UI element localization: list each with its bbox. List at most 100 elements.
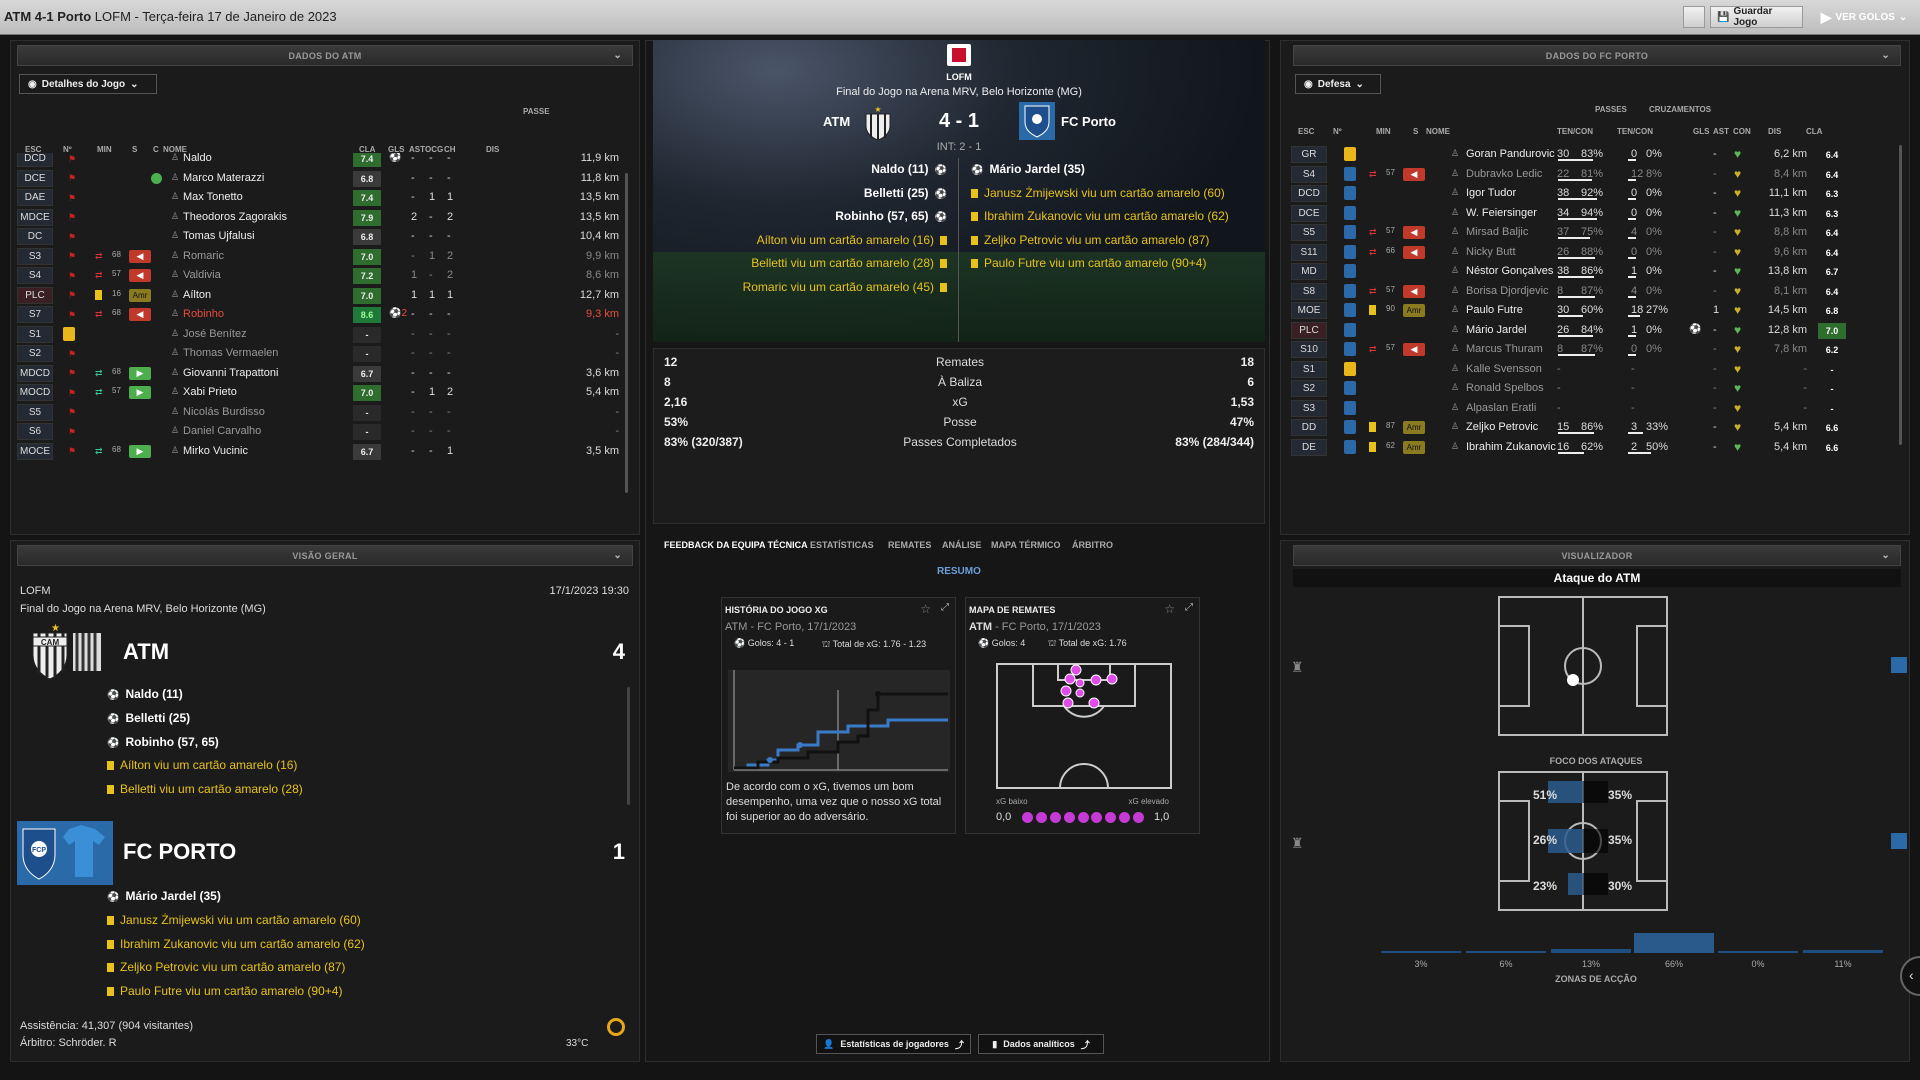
table-row[interactable]: DAE ⚑ ♙ Max Tonetto 7.4 - 1 1 13,5 km <box>11 188 631 208</box>
player-name[interactable]: Borisa Djordjevic <box>1466 284 1549 297</box>
table-row[interactable]: GR ♙ Goran Pandurovic 30 83% 0 0% - ♥ 6,2 km 6.4 <box>1281 145 1905 165</box>
player-name[interactable]: Igor Tudor <box>1466 187 1517 199</box>
player-name[interactable]: Naldo <box>183 153 212 164</box>
table-row[interactable]: MOCE ⚑ ⇄ 68 ▶ ♙ Mirko Vucinic 6.7 - - 1 3,5 km <box>11 442 631 462</box>
table-row[interactable]: MOCD ⚑ ⇄ 57 ▶ ♙ Xabi Prieto 7.0 - 1 2 5,4 km <box>11 383 631 403</box>
col-header-con-9[interactable]: CON <box>1733 127 1751 136</box>
star-icon[interactable]: ☆ <box>920 602 931 616</box>
player-name[interactable]: Néstor Gonçalves <box>1466 265 1554 277</box>
player-stats-button[interactable]: 👤 Estatísticas de jogadores ⤴ <box>816 1034 971 1054</box>
player-name[interactable]: Zeljko Petrovic <box>1466 421 1539 433</box>
tab-3[interactable]: ANÁLISE <box>942 540 982 550</box>
table-row[interactable]: S7 ⚑ ⇄ 68 ◀ ♙ Robinho 8.6 ⚽2- - -9,3 km <box>11 305 631 325</box>
player-name[interactable]: Theodoros Zagorakis <box>183 210 287 223</box>
player-name[interactable]: Giovanni Trapattoni <box>183 366 279 379</box>
col-header-gls[interactable]: GLS <box>388 145 405 154</box>
table-row[interactable]: DD 87 Amr ♙ Zeljko Petrovic 15 86% 3 33% - ♥ 5,4 km… <box>1281 418 1905 438</box>
tab-1[interactable]: ESTATÍSTICAS <box>810 540 874 550</box>
player-name[interactable]: Nicky Butt <box>1466 245 1516 258</box>
player-name[interactable]: Dubravko Ledic <box>1466 167 1543 180</box>
save-game-button[interactable]: 💾 Guardar Jogo <box>1710 6 1803 28</box>
player-name[interactable]: Kalle Svensson <box>1466 362 1542 375</box>
player-name[interactable]: Daniel Carvalho <box>183 425 262 437</box>
table-row[interactable]: S4 ⚑ ⇄ 57 ◀ ♙ Valdivia 7.2 1- 2 8,6 km <box>11 266 631 286</box>
table-row[interactable]: DC ⚑ ♙ Tomas Ujfalusi 6.8 - - - 10,4 km <box>11 227 631 247</box>
col-header-ten-con-5[interactable]: TEN/CON <box>1557 127 1593 136</box>
table-row[interactable]: S1 ♙ Kalle Svensson - - - ♥ - - <box>1281 360 1905 380</box>
col-header-cla-11[interactable]: CLA <box>1806 127 1823 136</box>
tab-2[interactable]: REMATES <box>888 540 932 550</box>
player-name[interactable]: Alpaslan Eratli <box>1466 401 1537 414</box>
player-name[interactable]: Paulo Futre <box>1466 304 1523 316</box>
table-row[interactable]: S2 ♙ Ronald Spelbos - - - ♥ - - <box>1281 379 1905 399</box>
col-header-dis[interactable]: DIS <box>486 145 500 154</box>
col-header-nome-4[interactable]: NOME <box>1426 127 1450 136</box>
table-row[interactable]: S10 ⇄ 57 ◀ ♙ Marcus Thuram 8 87% 0 0% - ♥ 7,8 km 6.2 <box>1281 340 1905 360</box>
view-goals-button[interactable]: ▶ VER GOLOS ⌄ <box>1808 6 1920 28</box>
analytics-button[interactable]: ▮ Dados analíticos ⤴ <box>978 1034 1104 1054</box>
table-row[interactable]: PLC ♙ Mário Jardel 26 84% 1 0% ⚽ - ♥ 12,8 km 7.0 <box>1281 321 1905 341</box>
table-row[interactable]: S6 ⚑ ♙ Daniel Carvalho - - - - - <box>11 422 631 442</box>
table-row[interactable]: S11 ⇄ 66 ◀ ♙ Nicky Butt 26 88% 0 0% - ♥ 9,6 km 6.4 <box>1281 243 1905 263</box>
table-row[interactable]: MOE 90 Amr ♙ Paulo Futre 30 60% 18 27% 1 ♥ 14,5 km 6… <box>1281 301 1905 321</box>
col-header-ast-8[interactable]: AST <box>1713 127 1729 136</box>
col-header-esc-0[interactable]: ESC <box>1298 127 1315 136</box>
col-header-s[interactable]: S <box>132 145 138 154</box>
player-name[interactable]: Nicolás Burdisso <box>183 405 265 418</box>
col-header-s-3[interactable]: S <box>1413 127 1419 136</box>
col-header-ocg[interactable]: OCG <box>425 145 444 154</box>
overview-header[interactable]: VISÃO GERAL ⌄ <box>17 545 633 566</box>
defense-dropdown[interactable]: ◉ Defesa ⌄ <box>1295 74 1381 94</box>
col-header-esc[interactable]: ESC <box>25 145 42 154</box>
table-row[interactable]: DCE ⚑ ♙ Marco Materazzi 6.8 - - - 11,8 km <box>11 169 631 189</box>
player-name[interactable]: José Benítez <box>183 327 247 340</box>
table-row[interactable]: S8 ⇄ 57 ◀ ♙ Borisa Djordjevic 8 87% 4 0% - ♥ 8,1 km 6… <box>1281 282 1905 302</box>
home-team-header[interactable]: DADOS DO ATM ⌄ <box>17 45 633 66</box>
table-row[interactable]: S3 ⚑ ⇄ 68 ◀ ♙ Romaric 7.0 - 1 2 9,9 km <box>11 247 631 267</box>
player-name[interactable]: Ibrahim Zukanovic <box>1466 440 1556 453</box>
table-row[interactable]: S5 ⇄ 57 ◀ ♙ Mirsad Baljic 37 75% 4 0% - ♥ 8,8 km 6.4 <box>1281 223 1905 243</box>
player-name[interactable]: Mário Jardel <box>1466 323 1527 336</box>
col-header-c[interactable]: C <box>153 145 159 154</box>
col-header-nº-1[interactable]: Nº <box>1333 127 1342 136</box>
table-row[interactable]: DE 62 Amr ♙ Ibrahim Zukanovic 16 62% 2 50% - ♥ 5,4 … <box>1281 438 1905 458</box>
player-name[interactable]: Marcus Thuram <box>1466 343 1543 355</box>
table-row[interactable]: S1⚑♙José Benítez----- <box>11 325 631 345</box>
visualizer-header[interactable]: VISUALIZADOR ⌄ <box>1293 545 1901 566</box>
table-row[interactable]: DCD ⚑ ♙ Naldo 7.4 ⚽ - - -11,9 km <box>11 153 631 169</box>
player-name[interactable]: Robinho <box>183 308 224 320</box>
col-header-ten-con-6[interactable]: TEN/CON <box>1617 127 1653 136</box>
table-row[interactable]: S5 ⚑ ♙ Nicolás Burdisso - - - - - <box>11 403 631 423</box>
scrollbar[interactable] <box>627 687 630 805</box>
player-name[interactable]: Valdivia <box>183 269 221 281</box>
scrollbar[interactable] <box>1899 145 1902 445</box>
screen-button[interactable] <box>1683 6 1705 28</box>
col-header-nº[interactable]: Nº <box>63 145 72 154</box>
table-row[interactable]: DCE ♙ W. Feiersinger 34 94% 0 0% - ♥ 11,3 km 6.3 <box>1281 204 1905 224</box>
player-name[interactable]: W. Feiersinger <box>1466 206 1537 219</box>
table-row[interactable]: MD ♙ Néstor Gonçalves 38 86% 1 0% - ♥ 13,8 km 6.7 <box>1281 262 1905 282</box>
player-name[interactable]: Romaric <box>183 249 224 262</box>
player-name[interactable]: Tomas Ujfalusi <box>183 230 255 242</box>
col-header-gls-7[interactable]: GLS <box>1693 127 1710 136</box>
star-icon[interactable]: ☆ <box>1164 602 1175 616</box>
col-header-nome[interactable]: NOME <box>163 145 187 154</box>
player-name[interactable]: Goran Pandurovic <box>1466 148 1555 160</box>
player-name[interactable]: Aílton <box>183 288 212 301</box>
table-row[interactable]: S4 ⇄ 57 ◀ ♙ Dubravko Ledic 22 81% 12 8% - ♥ 8,4 km 6.… <box>1281 165 1905 185</box>
player-name[interactable]: Ronald Spelbos <box>1466 382 1544 394</box>
expand-icon[interactable]: ⤢ <box>941 602 949 613</box>
table-row[interactable]: PLC ⚑ 16 Amr ♙ Aílton 7.0 1 1 1 12,7 km <box>11 286 631 306</box>
table-row[interactable]: S3 ♙ Alpaslan Eratli - - - ♥ - - <box>1281 399 1905 419</box>
tab-4[interactable]: MAPA TÉRMICO <box>991 540 1061 550</box>
details-dropdown[interactable]: ◉ Detalhes do Jogo ⌄ <box>19 74 157 94</box>
player-name[interactable]: Mirko Vucinic <box>183 444 248 457</box>
col-header-cla[interactable]: CLA <box>359 145 376 154</box>
table-row[interactable]: MDCD ⚑ ⇄ 68 ▶ ♙ Giovanni Trapattoni 6.7 - - - 3,6 k… <box>11 364 631 384</box>
player-name[interactable]: Max Tonetto <box>183 191 243 203</box>
player-name[interactable]: Marco Materazzi <box>183 171 265 184</box>
table-row[interactable]: DCD ♙ Igor Tudor 38 92% 0 0% - ♥ 11,1 km 6.3 <box>1281 184 1905 204</box>
col-header-min-2[interactable]: MIN <box>1376 127 1391 136</box>
col-header-ch[interactable]: CH <box>444 145 456 154</box>
table-row[interactable]: MDCE ⚑ ♙ Theodoros Zagorakis 7.9 2-2 13,5 km <box>11 208 631 228</box>
